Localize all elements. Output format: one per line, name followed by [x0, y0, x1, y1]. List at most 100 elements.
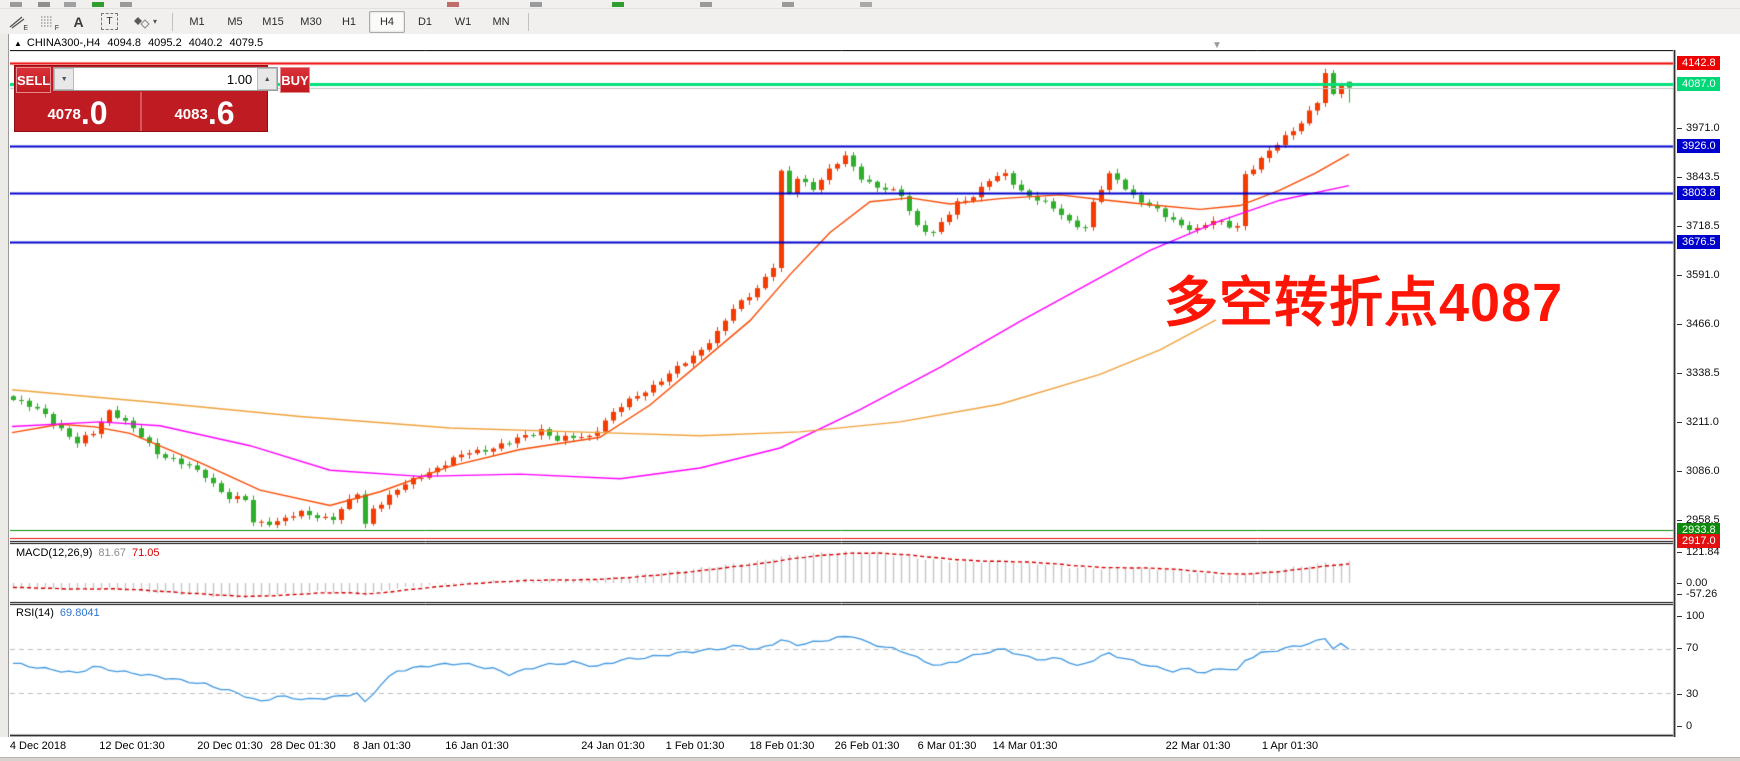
rsi-name: RSI(14): [16, 607, 54, 619]
macd-name: MACD(12,26,9): [16, 547, 93, 559]
price-line-label: 3676.5: [1677, 235, 1720, 249]
chart-canvas[interactable]: [10, 50, 1676, 737]
partial-icon: [700, 2, 712, 7]
trend-annotation-text: 多空转折点4087: [1164, 273, 1564, 333]
price-tick-label: 3591.0: [1677, 269, 1720, 281]
macd-scale-label: 0.00: [1677, 577, 1707, 589]
date-tick-label: 14 Mar 01:30: [992, 740, 1058, 752]
volume-up-button[interactable]: ▲: [257, 68, 278, 90]
date-tick-label: 22 Mar 01:30: [1165, 740, 1231, 752]
rsi-scale-label: 70: [1677, 642, 1698, 654]
date-tick-label: 16 Jan 01:30: [445, 740, 509, 752]
price-tick-label: 3466.0: [1677, 318, 1720, 330]
price-tick-label: 3971.0: [1677, 122, 1720, 134]
price-line-label: 3803.8: [1677, 186, 1720, 200]
symbol-title: CHINA300-,H4: [26, 37, 101, 49]
left-gutter: [0, 34, 9, 761]
shapes-icon[interactable]: ▾: [126, 10, 164, 33]
price-line-label: 2917.0: [1677, 534, 1720, 548]
partial-icon: [530, 2, 542, 7]
ohlc-close: 4079.5: [229, 37, 264, 49]
collapse-icon[interactable]: ▲: [14, 39, 22, 48]
date-tick-label: 4 Dec 2018: [9, 740, 67, 752]
tf-button-d1[interactable]: D1: [417, 15, 433, 28]
sell-price[interactable]: 4078.0: [15, 92, 140, 131]
price-line-label: 4142.8: [1677, 56, 1720, 70]
partial-icon: [782, 2, 794, 7]
text-box-glyph: T: [101, 13, 118, 30]
date-tick-label: 1 Feb 01:30: [665, 740, 725, 752]
tf-button-m15[interactable]: M15: [262, 15, 284, 28]
tf-button-h4[interactable]: H4: [369, 10, 405, 33]
date-tick-label: 18 Feb 01:30: [749, 740, 815, 752]
macd-main-value: 81.67: [98, 547, 126, 559]
volume-down-button[interactable]: ▼: [54, 68, 75, 90]
top-icon-strip: [0, 0, 1740, 9]
macd-signal-value: 71.05: [131, 547, 160, 559]
chevron-down-icon: ▾: [152, 17, 157, 26]
date-tick-label: 28 Dec 01:30: [270, 740, 336, 752]
buy-price[interactable]: 4083.6: [142, 92, 267, 131]
fibonacci-grid-icon-badge: F: [54, 25, 59, 32]
date-tick-label: 6 Mar 01:30: [917, 740, 977, 752]
date-tick-label: 20 Dec 01:30: [197, 740, 263, 752]
status-strip: [0, 757, 1740, 761]
date-tick-label: 24 Jan 01:30: [581, 740, 645, 752]
fibonacci-grid-icon[interactable]: F: [33, 10, 62, 33]
scroll-marker-icon[interactable]: ▼: [1212, 40, 1222, 51]
date-tick-label: 12 Dec 01:30: [99, 740, 165, 752]
date-tick-label: 1 Apr 01:30: [1261, 740, 1319, 752]
time-scale[interactable]: 4 Dec 2018 12 Dec 01:30 20 Dec 01:30 28 Dec…: [0, 737, 1740, 757]
ohlc-high: 4095.2: [148, 37, 182, 49]
one-click-trade-panel: SELL ▼ ▲ BUY 4078.0 4083.6: [14, 65, 310, 132]
rsi-value: 69.8041: [59, 607, 100, 619]
rsi-scale-label: 0: [1677, 720, 1692, 732]
chart-title-bar: ▲ CHINA300-,H4 4094.8 4095.2 4040.2 4079.…: [14, 37, 267, 49]
partial-icon: [860, 2, 872, 7]
text-label-icon[interactable]: A: [64, 10, 93, 33]
trendlines-icon[interactable]: E: [2, 10, 31, 33]
ohlc-open: 4094.8: [107, 37, 141, 49]
ohlc-low: 4040.2: [188, 37, 223, 49]
macd-indicator-label: MACD(12,26,9) 81.67 71.05: [16, 547, 159, 559]
rsi-scale-label: 30: [1677, 688, 1698, 700]
price-tick-label: 3843.5: [1677, 171, 1720, 183]
rsi-scale-label: 100: [1677, 610, 1704, 622]
trendlines-icon-badge: E: [23, 25, 28, 32]
partial-icon: [64, 2, 76, 7]
tf-button-m1[interactable]: M1: [189, 15, 205, 28]
price-tick-label: 3718.5: [1677, 220, 1720, 232]
rsi-indicator-label: RSI(14) 69.8041: [16, 607, 100, 619]
buy-button[interactable]: BUY: [280, 67, 310, 93]
toolbar-separator: [528, 12, 529, 31]
partial-icon: [92, 2, 104, 7]
price-line-label: 4087.0: [1677, 77, 1720, 91]
sell-price-main: 4078: [47, 106, 81, 123]
sell-button[interactable]: SELL: [16, 67, 52, 93]
partial-icon: [10, 2, 22, 7]
macd-scale-label: -57.26: [1677, 588, 1717, 600]
tf-button-h1[interactable]: H1: [341, 15, 357, 28]
tf-button-w1[interactable]: W1: [454, 15, 472, 28]
price-scale[interactable]: 3971.0 3843.5 3718.5 3591.0 3466.0 3338.5 3211…: [1677, 0, 1740, 761]
price-tick-label: 3086.0: [1677, 465, 1720, 477]
tf-button-m5[interactable]: M5: [227, 15, 243, 28]
volume-stepper: ▼ ▲: [53, 67, 279, 91]
partial-icon: [447, 2, 459, 7]
macd-scale-label: 121.84: [1677, 546, 1720, 558]
date-tick-label: 8 Jan 01:30: [353, 740, 411, 752]
date-tick-label: 26 Feb 01:30: [834, 740, 900, 752]
tf-button-mn[interactable]: MN: [492, 15, 510, 28]
text-label-glyph: A: [73, 13, 84, 30]
partial-icon: [38, 2, 50, 7]
volume-input[interactable]: [74, 68, 258, 90]
price-line-label: 3926.0: [1677, 139, 1720, 153]
price-tick-label: 3338.5: [1677, 367, 1720, 379]
sell-price-frac: .0: [80, 95, 108, 131]
text-box-icon[interactable]: T: [95, 10, 124, 33]
buy-price-main: 4083: [174, 106, 208, 123]
panel-divider: [140, 92, 142, 131]
price-tick-label: 3211.0: [1677, 416, 1719, 428]
tf-button-m30[interactable]: M30: [300, 15, 322, 28]
